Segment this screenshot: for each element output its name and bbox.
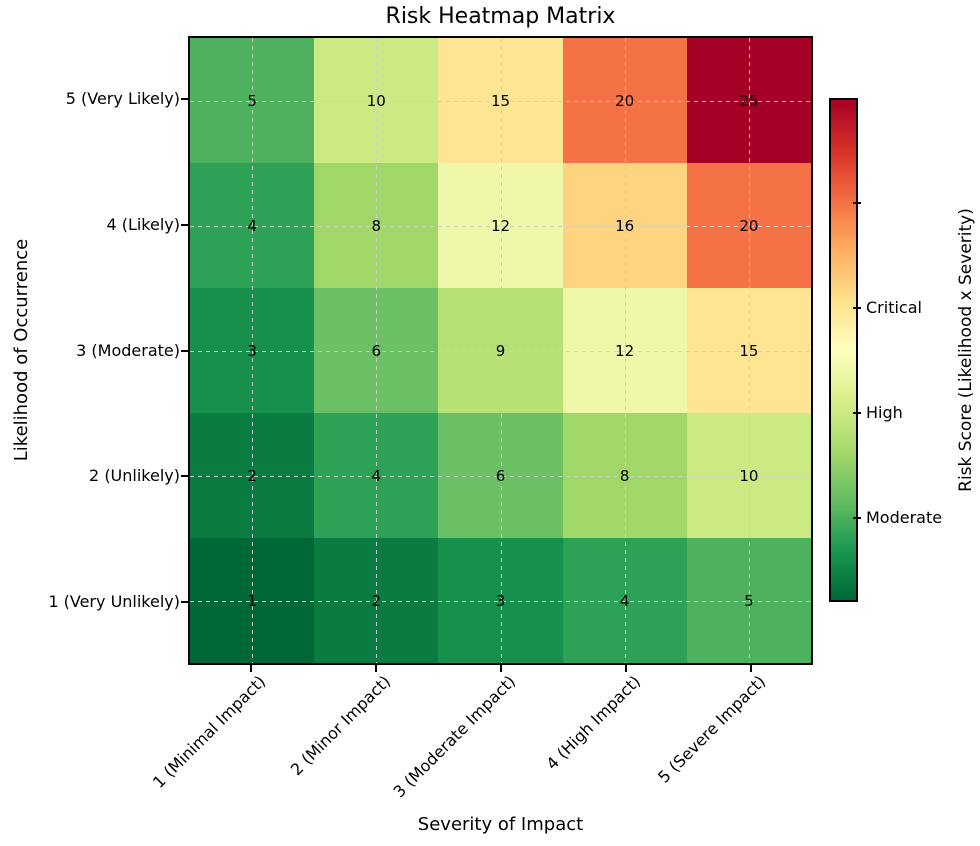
x-tick-mark [624, 665, 627, 672]
cell-value: 8 [371, 216, 382, 235]
y-tick-mark [181, 349, 188, 352]
colorbar-tick-label: Moderate [866, 508, 943, 527]
cell-value: 20 [739, 216, 759, 235]
cell-value: 8 [619, 466, 630, 485]
colorbar-tick-mark [853, 517, 861, 519]
cell-value: 2 [247, 466, 257, 485]
heatmap-plot-area: 5 10 15 20 25 4 8 12 16 20 3 6 9 12 15 2 4 6 8 10 1 2 3 4 5 [188, 36, 813, 665]
x-tick-mark [499, 665, 502, 672]
cell-value: 16 [615, 216, 635, 235]
y-tick-mark [181, 601, 188, 604]
cell-value: 15 [490, 91, 511, 110]
y-tick-label: 5 (Very Likely) [65, 88, 180, 108]
cell-value: 15 [739, 341, 759, 360]
gridline-vertical [500, 38, 502, 663]
cell-value: 5 [744, 591, 754, 610]
colorbar-label: Risk Score (Likelihood x Severity) [956, 208, 976, 492]
colorbar-tick-label: Critical [866, 298, 922, 317]
cell-value: 4 [247, 216, 257, 235]
gridline-horizontal [190, 475, 811, 477]
cell-value: 10 [366, 91, 386, 110]
cell-value: 9 [495, 341, 506, 360]
cell-value: 20 [615, 91, 635, 110]
cell-value: 2 [371, 591, 382, 610]
gridline-vertical [624, 38, 626, 663]
colorbar-tick-mark [853, 202, 861, 204]
cell-value: 6 [371, 341, 382, 360]
y-tick-label: 2 (Unlikely) [89, 466, 180, 486]
colorbar-tick-mark [853, 307, 861, 309]
colorbar-tick-label: High [866, 403, 903, 422]
x-tick-mark [249, 665, 252, 672]
y-tick-label: 3 (Moderate) [76, 340, 180, 360]
y-tick-mark [181, 97, 188, 100]
y-tick-mark [181, 475, 188, 478]
x-axis-label: Severity of Impact [417, 814, 584, 835]
y-tick-label: 1 (Very Unlikely) [48, 592, 180, 612]
y-tick-mark [181, 223, 188, 226]
gridline-horizontal [190, 600, 811, 602]
colorbar-tick-mark [853, 412, 861, 414]
colorbar [829, 98, 858, 602]
x-tick-mark [374, 665, 377, 672]
chart-title: Risk Heatmap Matrix [385, 4, 616, 29]
cell-value: 4 [371, 466, 382, 485]
y-tick-label: 4 (Likely) [106, 214, 180, 234]
cell-value: 1 [247, 591, 257, 610]
cell-value: 3 [495, 591, 506, 610]
cell-value: 3 [247, 341, 257, 360]
cell-value: 25 [739, 91, 759, 110]
cell-value: 5 [247, 91, 257, 110]
x-tick-mark [749, 665, 752, 672]
cell-value: 12 [615, 341, 635, 360]
cell-value: 10 [739, 466, 759, 485]
cell-value: 6 [495, 466, 506, 485]
cell-value: 12 [490, 216, 511, 235]
cell-value: 4 [619, 591, 630, 610]
gridline-vertical [748, 38, 750, 663]
